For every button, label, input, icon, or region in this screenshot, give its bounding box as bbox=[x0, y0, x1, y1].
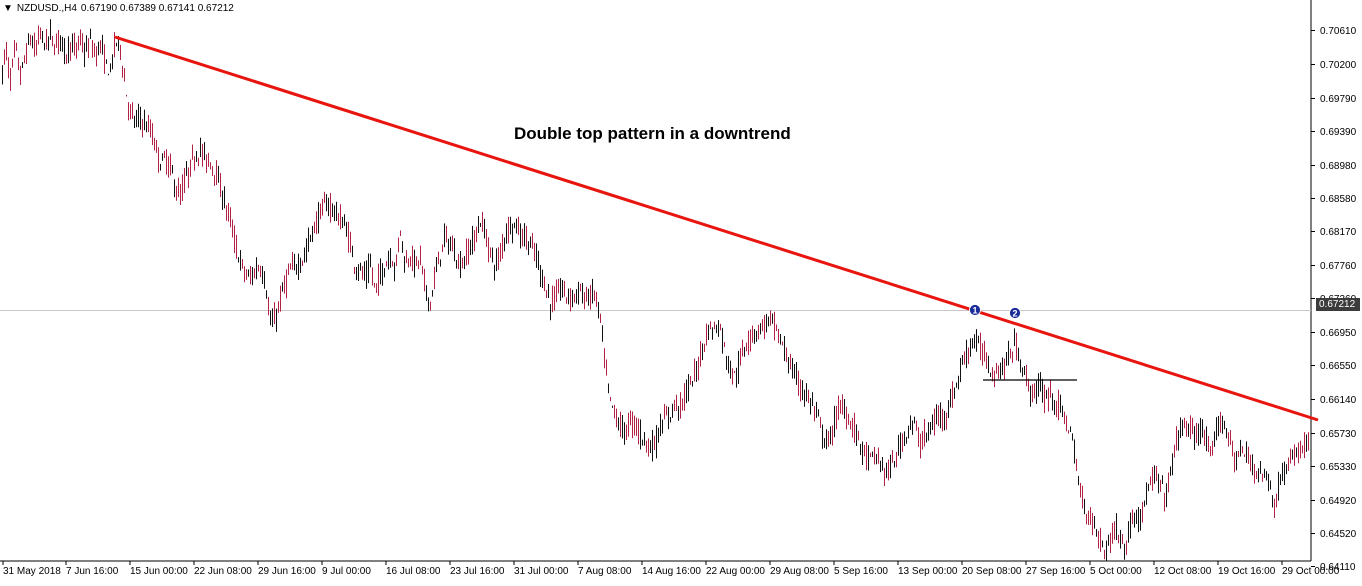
peak-marker-label: 2 bbox=[1012, 309, 1017, 319]
y-tick-label: 0.68580 bbox=[1320, 194, 1357, 205]
y-tick-label: 0.67760 bbox=[1320, 261, 1357, 272]
peak-marker-label: 1 bbox=[972, 306, 977, 316]
y-tick-label: 0.64920 bbox=[1320, 496, 1357, 507]
y-tick-label: 0.65730 bbox=[1320, 429, 1357, 440]
x-tick-label: 19 Oct 16:00 bbox=[1218, 566, 1276, 577]
x-tick-label: 31 Jul 00:00 bbox=[514, 566, 569, 577]
downtrend-line bbox=[114, 35, 1319, 422]
y-tick-label: 0.68170 bbox=[1320, 227, 1357, 238]
y-tick-label: 0.66550 bbox=[1320, 361, 1357, 372]
x-tick-label: 14 Aug 16:00 bbox=[642, 566, 701, 577]
y-tick-label: 0.69790 bbox=[1320, 94, 1357, 105]
x-tick-label: 7 Aug 08:00 bbox=[578, 566, 632, 577]
x-tick-label: 27 Sep 16:00 bbox=[1026, 566, 1086, 577]
pattern-annotation: Double top pattern in a downtrend bbox=[514, 124, 791, 143]
peak-marker-2 bbox=[1009, 307, 1021, 319]
x-tick-label: 9 Jul 00:00 bbox=[322, 566, 371, 577]
x-tick-label: 15 Jun 00:00 bbox=[130, 566, 188, 577]
symbol-label: NZDUSD.,H4 bbox=[16, 3, 77, 14]
y-tick-label: 0.66950 bbox=[1320, 328, 1357, 339]
x-tick-label: 5 Sep 16:00 bbox=[834, 566, 888, 577]
x-tick-label: 20 Sep 08:00 bbox=[962, 566, 1022, 577]
x-tick-label: 22 Jun 08:00 bbox=[194, 566, 252, 577]
x-tick-label: 12 Oct 08:00 bbox=[1154, 566, 1212, 577]
peak-marker-1 bbox=[969, 304, 981, 316]
x-tick-label: 29 Jun 16:00 bbox=[258, 566, 316, 577]
x-tick-label: 5 Oct 00:00 bbox=[1090, 566, 1142, 577]
y-tick-label: 0.69390 bbox=[1320, 127, 1357, 138]
x-tick-label: 16 Jul 08:00 bbox=[386, 566, 441, 577]
x-tick-label: 13 Sep 00:00 bbox=[898, 566, 958, 577]
y-tick-label: 0.70200 bbox=[1320, 60, 1357, 71]
x-tick-label: 7 Jun 16:00 bbox=[66, 566, 119, 577]
y-tick-label: 0.66140 bbox=[1320, 395, 1357, 406]
x-tick-label: 22 Aug 00:00 bbox=[706, 566, 765, 577]
x-tick-label: 29 Aug 08:00 bbox=[770, 566, 829, 577]
current-price-tag: 0.67212 bbox=[1316, 298, 1360, 311]
y-tick-label: 0.70610 bbox=[1320, 26, 1357, 37]
x-tick-label: 29 Oct 00:00 bbox=[1282, 566, 1340, 577]
y-tick-label: 0.68980 bbox=[1320, 161, 1357, 172]
ohlc-values: 0.67190 0.67389 0.67141 0.67212 bbox=[80, 3, 234, 14]
y-tick-label: 0.64110 bbox=[1320, 562, 1356, 573]
y-tick-label: 0.65330 bbox=[1320, 462, 1357, 473]
x-tick-label: 31 May 2018 bbox=[3, 566, 61, 577]
x-tick-label: 23 Jul 16:00 bbox=[450, 566, 505, 577]
chart-header: ▼ NZDUSD.,H4 0.67190 0.67389 0.67141 0.672… bbox=[3, 3, 238, 14]
dropdown-arrow-icon[interactable]: ▼ bbox=[3, 3, 13, 14]
y-tick-label: 0.64520 bbox=[1320, 529, 1357, 540]
